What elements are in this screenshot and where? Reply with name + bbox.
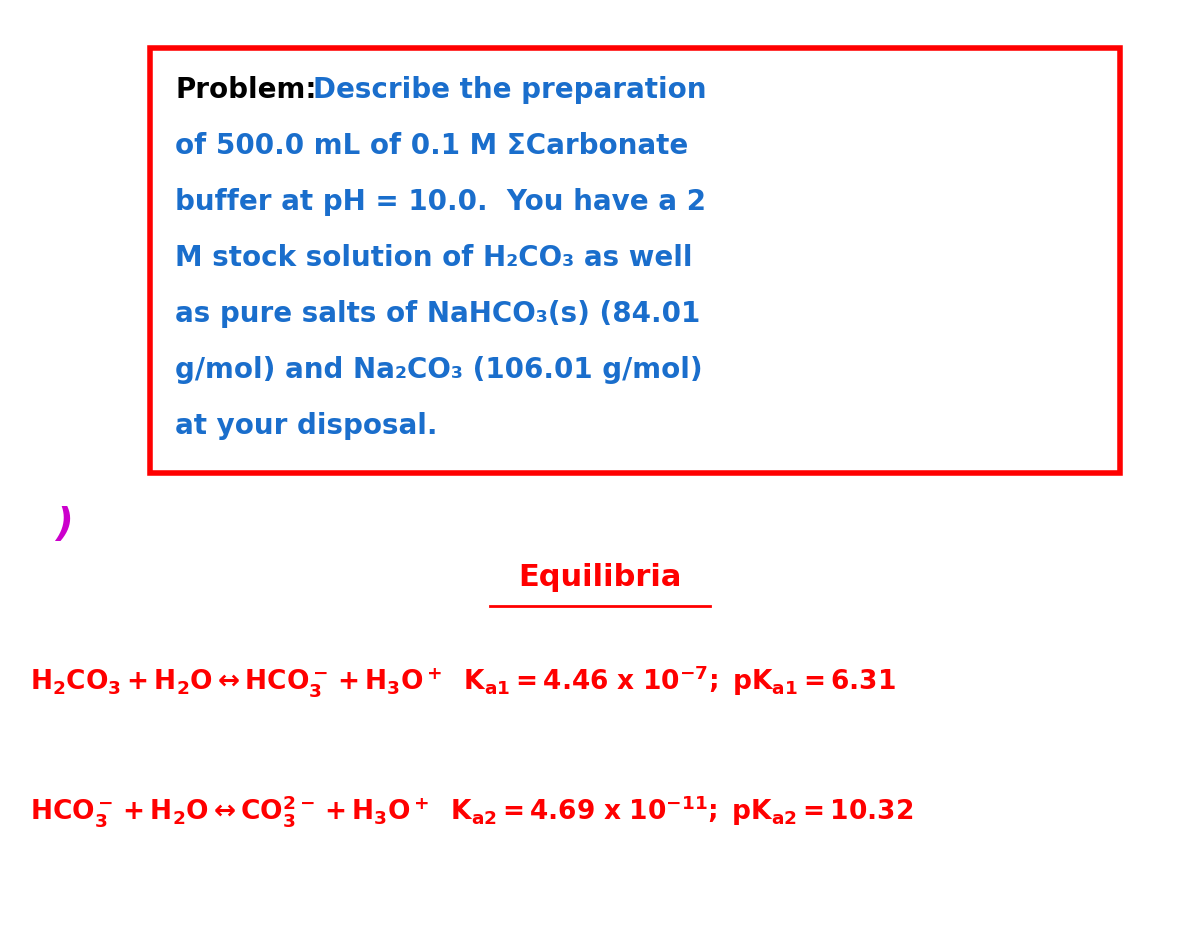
Text: $\mathbf{H_2CO_3 + H_2O \leftrightarrow HCO_3^- + H_3O^+\ \ K_{a1} = 4.46\ x\ 10: $\mathbf{H_2CO_3 + H_2O \leftrightarrow … <box>30 663 895 699</box>
Text: Equilibria: Equilibria <box>518 563 682 592</box>
Text: M stock solution of H₂CO₃ as well: M stock solution of H₂CO₃ as well <box>175 244 692 272</box>
Text: ): ) <box>55 506 73 544</box>
Text: Problem:: Problem: <box>175 76 317 104</box>
Text: buffer at pH = 10.0.  You have a 2: buffer at pH = 10.0. You have a 2 <box>175 188 706 216</box>
Text: at your disposal.: at your disposal. <box>175 412 438 440</box>
Text: Describe the preparation: Describe the preparation <box>313 76 707 104</box>
Text: $\mathbf{HCO_3^- + H_2O \leftrightarrow CO_3^{2-} + H_3O^+\ \ K_{a2} = 4.69\ x\ : $\mathbf{HCO_3^- + H_2O \leftrightarrow … <box>30 793 913 829</box>
FancyBboxPatch shape <box>150 48 1120 473</box>
Text: as pure salts of NaHCO₃(s) (84.01: as pure salts of NaHCO₃(s) (84.01 <box>175 300 701 328</box>
Text: of 500.0 mL of 0.1 M ΣCarbonate: of 500.0 mL of 0.1 M ΣCarbonate <box>175 132 689 160</box>
Text: g/mol) and Na₂CO₃ (106.01 g/mol): g/mol) and Na₂CO₃ (106.01 g/mol) <box>175 356 703 384</box>
